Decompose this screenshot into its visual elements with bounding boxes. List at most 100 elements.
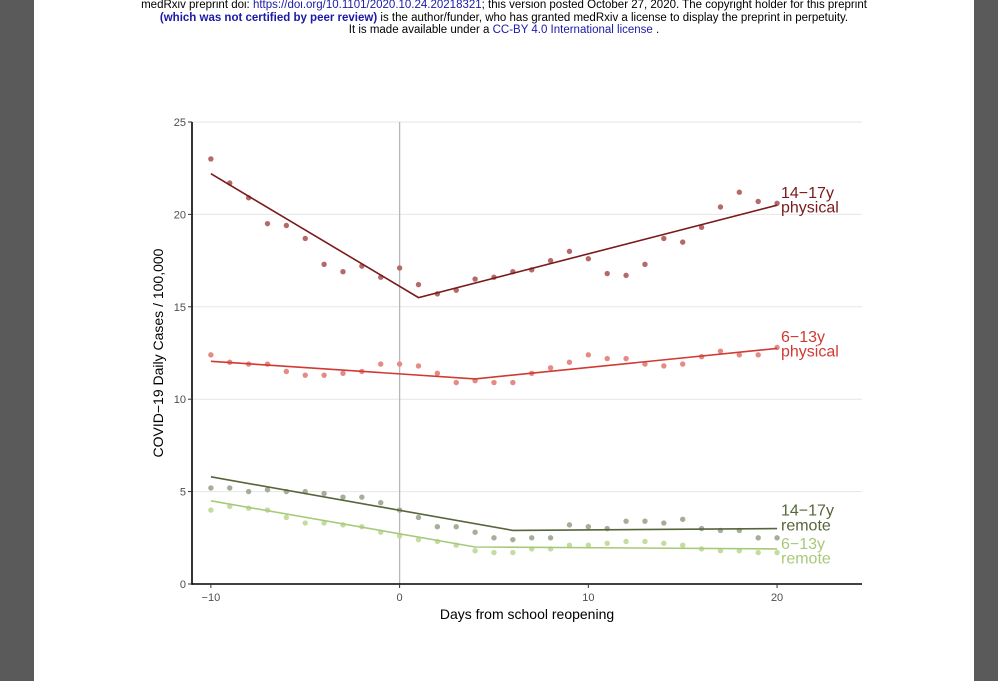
header-prefix: medRxiv preprint doi:	[141, 0, 253, 11]
point-s2-2	[245, 488, 252, 495]
header-line3-prefix: It is made available under a	[348, 24, 493, 36]
point-s2-11	[415, 514, 422, 521]
point-s1-15	[491, 379, 497, 386]
point-s0-25	[680, 239, 686, 245]
point-s0-14	[472, 276, 478, 282]
point-s0-0	[208, 156, 214, 162]
point-s1-24	[661, 363, 667, 369]
point-s2-0	[208, 485, 214, 491]
point-s1-4	[283, 368, 290, 375]
doi-link[interactable]: https://doi.org/10.1101/2020.10.24.20218…	[252, 0, 482, 11]
license-link[interactable]: CC-BY 4.0 International license	[492, 24, 653, 36]
point-s3-4	[283, 514, 290, 521]
point-s2-15	[491, 535, 497, 541]
point-s3-21	[604, 540, 610, 547]
series-label-s2-line1: remote	[781, 517, 831, 534]
point-s0-7	[340, 268, 346, 275]
y-tick-label-1: 5	[180, 487, 186, 499]
point-s2-1	[227, 485, 233, 491]
point-s1-29	[755, 352, 761, 358]
point-s2-7	[340, 494, 346, 500]
point-s1-19	[566, 359, 573, 365]
point-s1-13	[453, 379, 459, 386]
point-s0-26	[698, 224, 705, 231]
point-s3-29	[755, 549, 761, 556]
point-s3-0	[208, 507, 214, 513]
point-s2-17	[529, 535, 535, 541]
point-s3-5	[302, 520, 308, 526]
y-tick-label-3: 15	[174, 302, 186, 314]
point-s1-27	[717, 348, 724, 354]
x-tick-label-1: 0	[397, 592, 403, 604]
point-s2-23	[642, 518, 648, 524]
peer-review-notice: (which was not certified by peer review)	[159, 11, 378, 24]
point-s1-5	[302, 372, 308, 378]
point-s2-22	[623, 518, 629, 524]
fit-line-s1	[210, 347, 778, 380]
point-s1-23	[642, 361, 648, 367]
x-tick-label-3: 20	[771, 592, 783, 604]
point-s0-6	[321, 261, 327, 267]
series-label-s3-line1: remote	[781, 551, 831, 568]
point-s1-25	[680, 361, 686, 367]
point-s1-11	[415, 363, 422, 369]
point-s0-24	[661, 235, 667, 242]
point-s3-16	[510, 549, 516, 556]
point-s3-6	[321, 520, 327, 526]
series-label-s1-line1: physical	[781, 344, 839, 361]
point-s1-7	[340, 370, 346, 377]
point-s3-20	[585, 542, 592, 548]
point-s1-10	[396, 361, 403, 367]
point-s3-25	[680, 542, 686, 548]
point-s0-22	[623, 272, 629, 279]
series-label-s0-line1: physical	[781, 200, 839, 217]
point-s0-18	[547, 257, 554, 264]
point-s2-14	[472, 529, 478, 535]
x-axis-title: Days from school reopening	[440, 606, 614, 622]
point-s3-24	[661, 540, 667, 547]
point-s0-21	[604, 270, 610, 277]
point-s2-24	[661, 520, 667, 526]
point-s2-30	[774, 535, 780, 541]
point-s0-20	[585, 256, 592, 262]
point-s2-18	[547, 535, 554, 541]
grid-lines	[192, 121, 862, 493]
point-s2-3	[264, 487, 271, 493]
y-tick-label-2: 10	[174, 394, 186, 406]
point-s1-28	[736, 352, 743, 358]
point-s0-23	[642, 261, 648, 267]
header-line3-suffix: .	[652, 24, 660, 36]
header-line-3: It is made available under a CC-BY 4.0 I…	[34, 24, 974, 37]
point-s0-28	[736, 189, 743, 195]
point-s2-9	[378, 499, 384, 506]
point-s0-5	[302, 235, 308, 242]
header-line2-rest: is the author/funder, who has granted me…	[377, 11, 849, 24]
point-s3-23	[642, 538, 648, 545]
point-s2-29	[755, 535, 761, 541]
point-s2-25	[680, 516, 686, 523]
y-tick-label-5: 25	[174, 117, 186, 129]
tick-labels: 0 5 10 15 20 25 −10 0 10 20	[174, 117, 783, 604]
header-line1-suffix: ; this version posted October 27, 2020. …	[481, 0, 867, 11]
point-s0-3	[264, 220, 271, 227]
point-s3-11	[415, 536, 422, 543]
y-axis-title: COVID−19 Daily Cases / 100,000	[150, 248, 166, 457]
series-labels: 14−17yphysical6−13yphysical14−17yremote6…	[781, 185, 839, 568]
point-s0-29	[755, 198, 761, 205]
point-s0-27	[717, 204, 724, 210]
series-label-s3-line0: 6−13y	[781, 536, 825, 553]
y-tick-label-4: 20	[174, 209, 186, 221]
point-s2-20	[585, 524, 592, 530]
point-s2-19	[566, 522, 573, 528]
point-s3-19	[566, 542, 573, 548]
fit-lines	[210, 173, 778, 550]
point-s0-19	[566, 248, 573, 255]
series-label-s1-line0: 6−13y	[781, 329, 825, 346]
point-s3-14	[472, 548, 478, 554]
point-s1-16	[510, 379, 516, 386]
point-s3-27	[717, 548, 724, 554]
point-s1-12	[434, 370, 441, 377]
point-s1-6	[321, 372, 327, 378]
point-s3-30	[774, 549, 780, 556]
